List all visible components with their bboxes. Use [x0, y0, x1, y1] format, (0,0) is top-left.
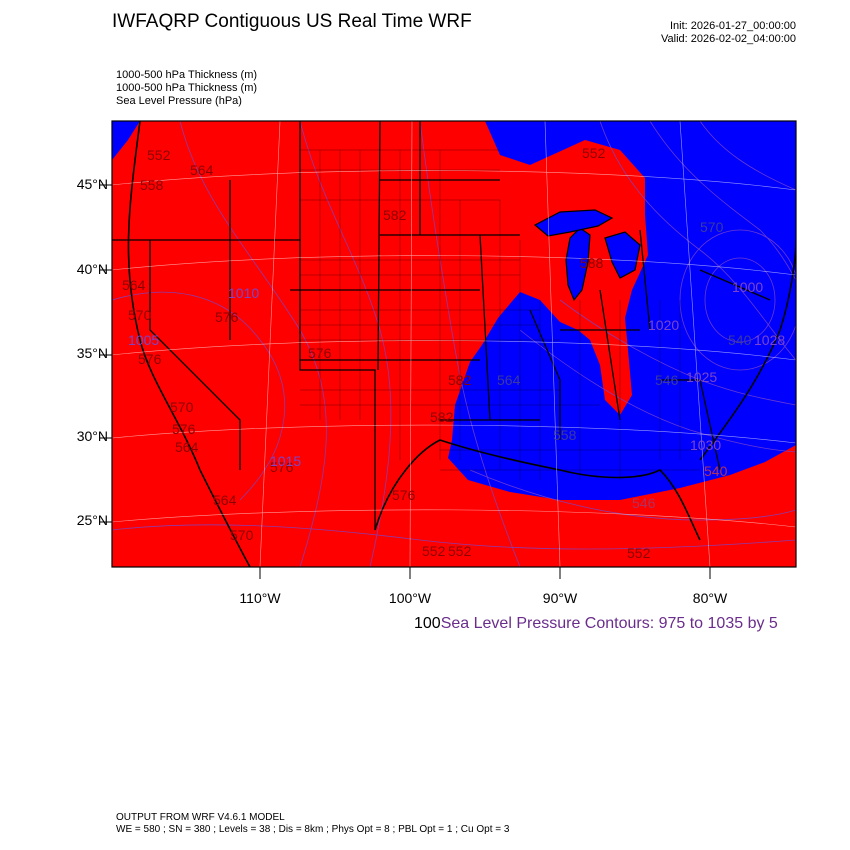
- contour-label: 1010: [228, 285, 259, 301]
- contour-label: 576: [138, 351, 162, 367]
- contour-label: 552: [582, 145, 606, 161]
- map-frame: [111, 120, 797, 568]
- contour-label: 1015: [270, 453, 301, 469]
- lon-label-80: 80°W: [692, 590, 728, 606]
- contour-label: 558: [553, 427, 577, 443]
- contour-label: 552: [627, 545, 651, 561]
- footer-model: OUTPUT FROM WRF V4.6.1 MODEL: [116, 812, 285, 823]
- lon-label-110: 110°W: [239, 590, 281, 606]
- contour-label: 570: [170, 399, 194, 415]
- lat-label-45: 45°N: [76, 176, 108, 192]
- county-borders: [300, 149, 700, 480]
- lake-michigan: [565, 227, 591, 302]
- footer-config: WE = 580 ; SN = 380 ; Levels = 38 ; Dis …: [116, 824, 510, 835]
- contour-label: 582: [448, 372, 472, 388]
- coastline: [127, 121, 796, 567]
- contour-label: 582: [383, 207, 407, 223]
- contour-label: 1025: [686, 369, 717, 385]
- contour-label: 1000: [732, 279, 763, 295]
- contour-info-text: Sea Level Pressure Contours: 975 to 1035…: [440, 615, 778, 632]
- lat-label-30: 30°N: [76, 428, 108, 444]
- contour-label: 576: [392, 487, 416, 503]
- contour-labels: 552 564 558 552 564 570 576 582 576 576 …: [122, 145, 785, 561]
- contour-label: 552: [147, 147, 171, 163]
- field-label-thickness-2: 1000-500 hPa Thickness (m): [116, 82, 258, 94]
- lake-superior: [533, 209, 614, 237]
- lat-label-35: 35°N: [76, 345, 108, 361]
- thickness-cold-fill-northeast: [448, 121, 796, 500]
- graticule: [112, 121, 796, 567]
- contour-label: 564: [497, 372, 521, 388]
- contour-label: 564: [190, 162, 214, 178]
- contour-label: 588: [580, 255, 604, 271]
- contour-label: 570: [230, 527, 254, 543]
- contour-label: 1005: [128, 332, 159, 348]
- contour-label: 540: [728, 332, 752, 348]
- lon-label-100: 100°W: [388, 590, 432, 606]
- plot-title: IWFAQRP Contiguous US Real Time WRF: [112, 11, 472, 32]
- sea-level-pressure-contours: [112, 121, 796, 567]
- contour-label: 1030: [690, 437, 721, 453]
- contour-label: 552: [422, 543, 446, 559]
- contour-label: 540: [704, 463, 728, 479]
- lat-label-25: 25°N: [76, 512, 108, 528]
- contour-label: 546: [655, 372, 679, 388]
- field-label-slp: Sea Level Pressure (hPa): [116, 95, 242, 107]
- field-label-thickness-1: 1000-500 hPa Thickness (m): [116, 69, 258, 81]
- contour-label: 552: [448, 543, 472, 559]
- lon-label-90: 90°W: [542, 590, 578, 606]
- contour-info: 100Sea Level Pressure Contours: 975 to 1…: [414, 615, 778, 633]
- contour-label: 558: [140, 177, 164, 193]
- contour-label: 576: [308, 345, 332, 361]
- init-time: Init: 2026-01-27_00:00:00: [670, 20, 796, 32]
- contour-label: 1028: [754, 332, 785, 348]
- state-borders: [112, 121, 771, 530]
- valid-time: Valid: 2026-02-02_04:00:00: [661, 33, 796, 45]
- contour-label: 576: [172, 421, 196, 437]
- contour-label: 570: [700, 219, 724, 235]
- contour-label: 1020: [648, 317, 679, 333]
- contour-label: 570: [128, 307, 152, 323]
- contour-info-prefix: 100: [414, 615, 441, 632]
- contour-label: 576: [215, 309, 239, 325]
- contour-label: 564: [213, 492, 237, 508]
- axis-ticks: [100, 184, 711, 579]
- contour-label: 564: [122, 277, 146, 293]
- contour-label: 582: [430, 409, 454, 425]
- lat-label-40: 40°N: [76, 261, 108, 277]
- contour-label: 576: [270, 459, 294, 475]
- contour-label: 564: [175, 439, 199, 455]
- contour-label: 546: [632, 495, 656, 511]
- lake-huron: [604, 231, 641, 279]
- thickness-cold-fill-northwest: [112, 121, 140, 160]
